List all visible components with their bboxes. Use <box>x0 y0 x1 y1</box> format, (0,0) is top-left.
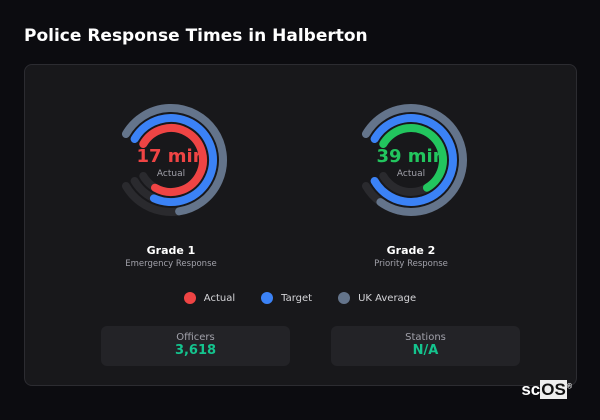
stat-officers: Officers 3,618 <box>101 326 290 366</box>
stat-label: Officers <box>176 332 215 343</box>
page-title: Police Response Times in Halberton <box>24 26 368 46</box>
gauge-2-name: Grade 2 <box>386 244 436 257</box>
actual-dot-icon <box>183 292 196 304</box>
stat-label: Stations <box>405 332 446 343</box>
gauge-2-center: 39 min Actual <box>351 146 471 179</box>
target-dot-icon <box>261 292 274 304</box>
gauge-2-target-arc <box>370 114 457 206</box>
legend-item-target[interactable]: Target <box>261 292 312 304</box>
legend: Actual Target UK Average <box>0 292 600 304</box>
stat-value: 3,618 <box>174 343 217 358</box>
uk-average-dot-icon <box>338 292 351 304</box>
gauge-2-actual-arc <box>379 124 447 192</box>
gauge-2-description: Priority Response <box>374 259 448 269</box>
legend-item-uk-average[interactable]: UK Average <box>338 292 416 304</box>
gauge-1-target-arc <box>130 114 217 206</box>
stat-value: N/A <box>412 343 439 358</box>
gauge-1-uk_average-arc <box>121 104 227 216</box>
gauge-1-name: Grade 1 <box>146 244 196 257</box>
legend-label: UK Average <box>358 292 417 304</box>
gauge-2-value: 39 min <box>376 146 446 167</box>
legend-item-actual[interactable]: Actual <box>183 292 236 304</box>
legend-label: Target <box>281 292 313 304</box>
stat-stations: Stations N/A <box>331 326 520 366</box>
scos-logo: scOS® <box>521 380 572 399</box>
gauge-1-label: Grade 1 Emergency Response <box>91 244 251 269</box>
legend-label: Actual <box>203 292 236 304</box>
gauge-2-uk_average-arc <box>361 104 467 216</box>
gauge-1-description: Emergency Response <box>125 259 217 269</box>
gauge-1-center: 17 min Actual <box>111 146 231 179</box>
gauge-1-value-label: Actual <box>156 169 186 179</box>
gauge-2-label: Grade 2 Priority Response <box>331 244 491 269</box>
gauge-2-value-label: Actual <box>396 169 426 179</box>
gauge-1-actual-arc <box>139 124 207 196</box>
gauge-1-value: 17 min <box>136 146 206 167</box>
